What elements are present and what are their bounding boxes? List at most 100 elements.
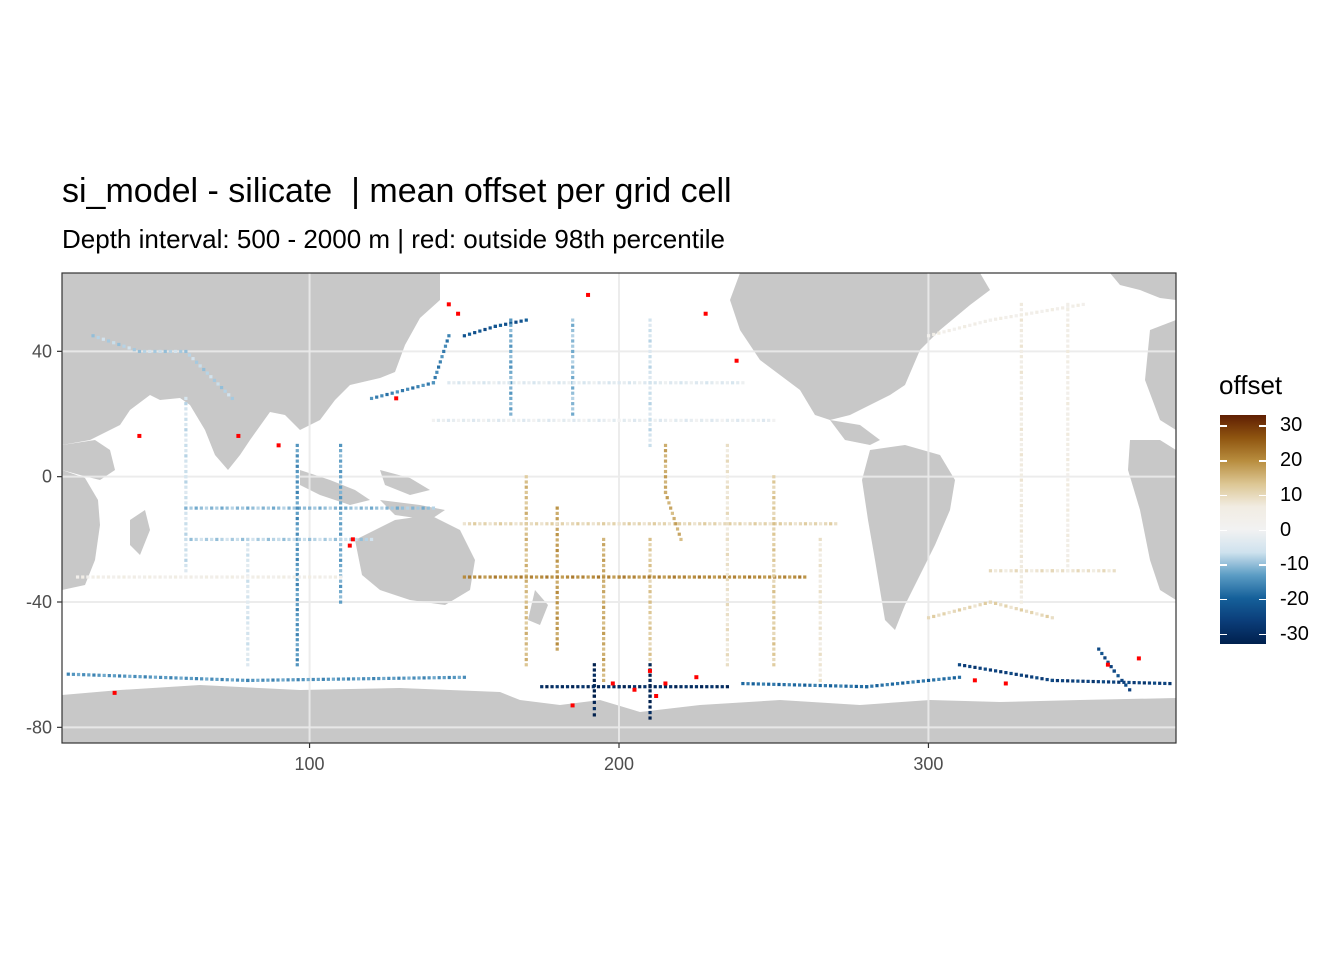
- track-cell: [433, 375, 437, 380]
- track-cell: [1097, 569, 1101, 573]
- track-cell: [1066, 407, 1070, 411]
- track-cell: [555, 611, 559, 615]
- track-cell: [682, 575, 686, 579]
- track-cell: [1081, 679, 1085, 683]
- track-cell: [648, 537, 652, 542]
- track-cell: [295, 587, 299, 592]
- track-cell: [204, 575, 209, 579]
- track-cell: [818, 548, 822, 552]
- track-cell: [339, 464, 343, 468]
- legend-tick-label: 30: [1280, 414, 1303, 437]
- track-cell: [592, 668, 596, 672]
- track-cell: [427, 676, 431, 680]
- track-cell: [818, 652, 822, 656]
- track-cell: [1019, 339, 1023, 343]
- track-cell: [1066, 396, 1070, 401]
- track-cell: [537, 418, 541, 422]
- track-cell: [778, 522, 782, 526]
- track-cell: [665, 496, 669, 500]
- track-cell: [321, 677, 325, 681]
- track-cell: [295, 638, 299, 642]
- track-cell: [1066, 498, 1070, 502]
- track-cell: [184, 480, 188, 484]
- track-cell: [184, 543, 188, 547]
- track-cell: [725, 653, 730, 657]
- track-cell: [524, 480, 528, 484]
- landmass-14: [1128, 440, 1176, 600]
- track-cell: [725, 572, 730, 577]
- track-cell: [297, 575, 301, 579]
- track-cell: [1066, 375, 1070, 380]
- track-cell: [173, 349, 178, 354]
- track-cell: [441, 418, 446, 422]
- track-cell: [107, 673, 111, 678]
- track-cell: [725, 459, 730, 463]
- track-cell: [957, 326, 962, 330]
- track-cell: [524, 496, 528, 500]
- track-cell: [1066, 468, 1070, 472]
- outlier-cell: [112, 690, 117, 695]
- track-cell: [246, 657, 250, 662]
- track-cell: [947, 610, 951, 615]
- track-cell: [422, 676, 426, 680]
- track-cell: [331, 677, 336, 681]
- x-tick-label: 300: [913, 754, 943, 774]
- track-cell: [295, 454, 299, 458]
- track-cell: [602, 652, 606, 656]
- track-cell: [1097, 647, 1101, 651]
- track-cell: [988, 600, 993, 604]
- track-cell: [524, 621, 528, 625]
- track-cell: [607, 381, 611, 385]
- track-cell: [581, 522, 585, 526]
- track-cell: [524, 543, 528, 547]
- track-cell: [1066, 447, 1070, 452]
- outlier-cell: [456, 311, 461, 316]
- track-cell: [557, 381, 561, 385]
- track-cell: [271, 575, 276, 579]
- track-cell: [983, 319, 987, 324]
- track-cell: [184, 475, 188, 479]
- track-cell: [602, 610, 606, 615]
- track-cell: [818, 600, 822, 604]
- track-cell: [622, 522, 626, 526]
- track-cell: [148, 349, 152, 354]
- track-cell: [818, 631, 822, 636]
- track-cell: [133, 674, 137, 679]
- track-cell: [689, 381, 693, 385]
- track-cell: [326, 677, 330, 681]
- track-cell: [669, 418, 673, 422]
- track-cell: [246, 663, 250, 667]
- track-cell: [581, 685, 585, 689]
- track-cell: [1109, 665, 1113, 669]
- track-cell: [318, 537, 322, 542]
- track-cell: [772, 548, 776, 552]
- track-cell: [571, 334, 575, 338]
- track-cell: [235, 575, 240, 579]
- track-cell: [602, 575, 606, 579]
- track-cell: [772, 605, 776, 609]
- track-cell: [295, 592, 299, 597]
- legend-tick-label: 10: [1280, 483, 1303, 506]
- track-cell: [225, 678, 229, 682]
- track-cell: [246, 579, 250, 583]
- track-cell: [1004, 604, 1008, 608]
- track-cell: [1066, 679, 1070, 683]
- track-cell: [772, 595, 776, 599]
- track-cell: [725, 464, 730, 468]
- track-cell: [184, 349, 188, 354]
- track-cell: [746, 418, 750, 422]
- track-cell: [540, 575, 544, 579]
- track-cell: [369, 506, 374, 510]
- track-cell: [223, 389, 227, 393]
- track-cell: [571, 402, 575, 406]
- track-cell: [669, 506, 673, 510]
- track-cell: [1066, 427, 1070, 431]
- track-cell: [256, 537, 260, 542]
- track-cell: [339, 527, 343, 531]
- track-cell: [1066, 473, 1070, 477]
- track-cell: [973, 604, 977, 608]
- outlier-cell: [1136, 656, 1141, 661]
- track-cell: [725, 587, 730, 592]
- track-cell: [679, 537, 683, 542]
- track-cell: [772, 682, 776, 686]
